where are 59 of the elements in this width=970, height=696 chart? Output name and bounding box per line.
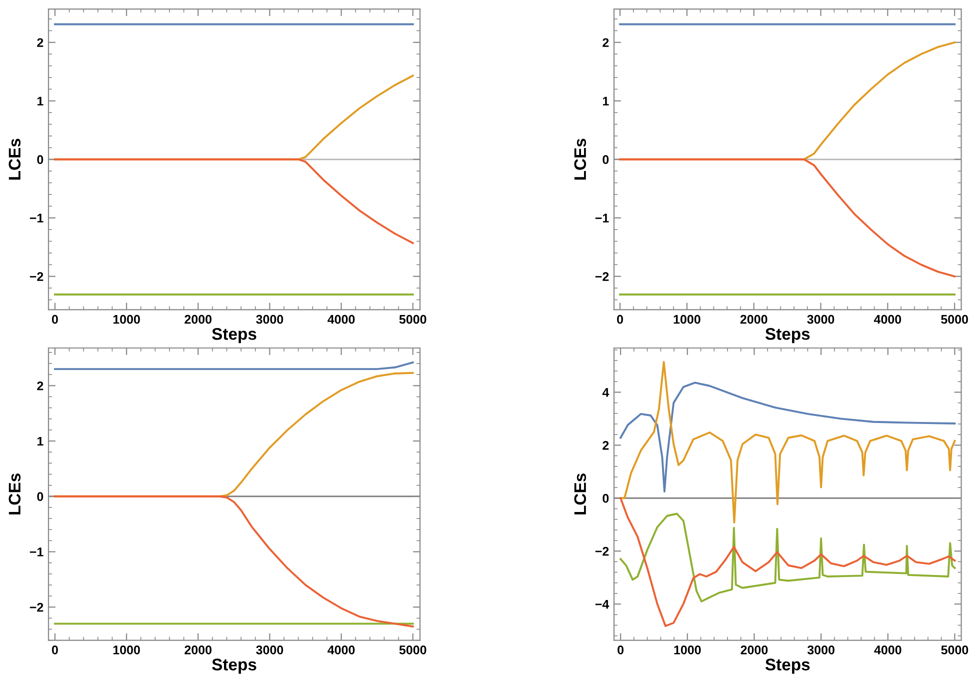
x-tick-label: 2000 — [740, 646, 768, 654]
x-tick-label: 0 — [52, 314, 58, 324]
y-tick-label: 1 — [37, 96, 44, 106]
line-series — [620, 497, 956, 627]
y-tick-label: −1 — [595, 214, 609, 222]
x-tick-label: 1000 — [674, 646, 701, 654]
y-tick-label: −2 — [595, 272, 609, 281]
x-tick-label: 1000 — [113, 314, 140, 324]
y-tick-label: −1 — [30, 214, 44, 222]
line-series — [54, 158, 414, 244]
x-tick-label: 2000 — [184, 646, 212, 654]
y-tick-label: 1 — [37, 436, 44, 446]
x-tick-label: 5000 — [941, 646, 968, 654]
line-series — [620, 382, 956, 492]
x-tick-label: 2000 — [184, 314, 212, 324]
x-tick-label: 4000 — [328, 314, 355, 324]
x-tick-label: 4000 — [874, 646, 902, 654]
y-axis-title: LCEs — [8, 138, 21, 180]
y-tick-label: 2 — [602, 38, 609, 47]
y-tick-label: −2 — [30, 602, 44, 612]
x-tick-label: 4000 — [874, 314, 902, 324]
y-tick-label: −2 — [595, 546, 609, 556]
y-tick-label: −4 — [595, 600, 610, 609]
y-axis-title: LCEs — [8, 474, 21, 514]
x-tick-label: 5000 — [941, 314, 968, 324]
y-tick-label: 0 — [37, 492, 44, 502]
y-tick-label: 2 — [37, 381, 44, 390]
line-series — [619, 158, 956, 278]
x-tick-label: 2000 — [740, 314, 768, 324]
x-axis-title: Steps — [765, 328, 810, 344]
y-tick-label: −2 — [30, 272, 44, 281]
x-tick-label: 0 — [617, 314, 623, 324]
x-axis-title: Steps — [212, 658, 256, 674]
y-tick-label: 1 — [602, 96, 609, 106]
y-tick-label: 2 — [602, 440, 609, 450]
y-tick-label: 0 — [602, 155, 609, 164]
y-tick-label: 2 — [37, 38, 44, 47]
y-axis-title: LCEs — [574, 138, 586, 180]
y-tick-label: −1 — [30, 548, 44, 556]
x-tick-label: 0 — [52, 646, 58, 654]
line-series — [54, 495, 414, 628]
x-tick-label: 0 — [618, 646, 624, 654]
x-tick-label: 5000 — [399, 646, 426, 654]
y-axis-title: LCEs — [574, 474, 586, 514]
x-tick-label: 3000 — [807, 646, 834, 654]
y-tick-label: 4 — [602, 388, 610, 397]
x-tick-label: 5000 — [399, 314, 426, 324]
y-tick-label: 0 — [602, 494, 609, 503]
x-tick-label: 3000 — [807, 314, 834, 324]
x-tick-label: 1000 — [674, 314, 700, 324]
line-series — [620, 512, 956, 602]
x-tick-label: 3000 — [256, 314, 284, 324]
line-series — [620, 361, 956, 524]
x-tick-label: 3000 — [256, 646, 284, 654]
x-axis-title: Steps — [212, 328, 256, 344]
x-tick-label: 1000 — [113, 646, 140, 654]
y-tick-label: 0 — [37, 155, 44, 164]
x-tick-label: 4000 — [328, 646, 355, 654]
x-axis-title: Steps — [765, 658, 810, 674]
